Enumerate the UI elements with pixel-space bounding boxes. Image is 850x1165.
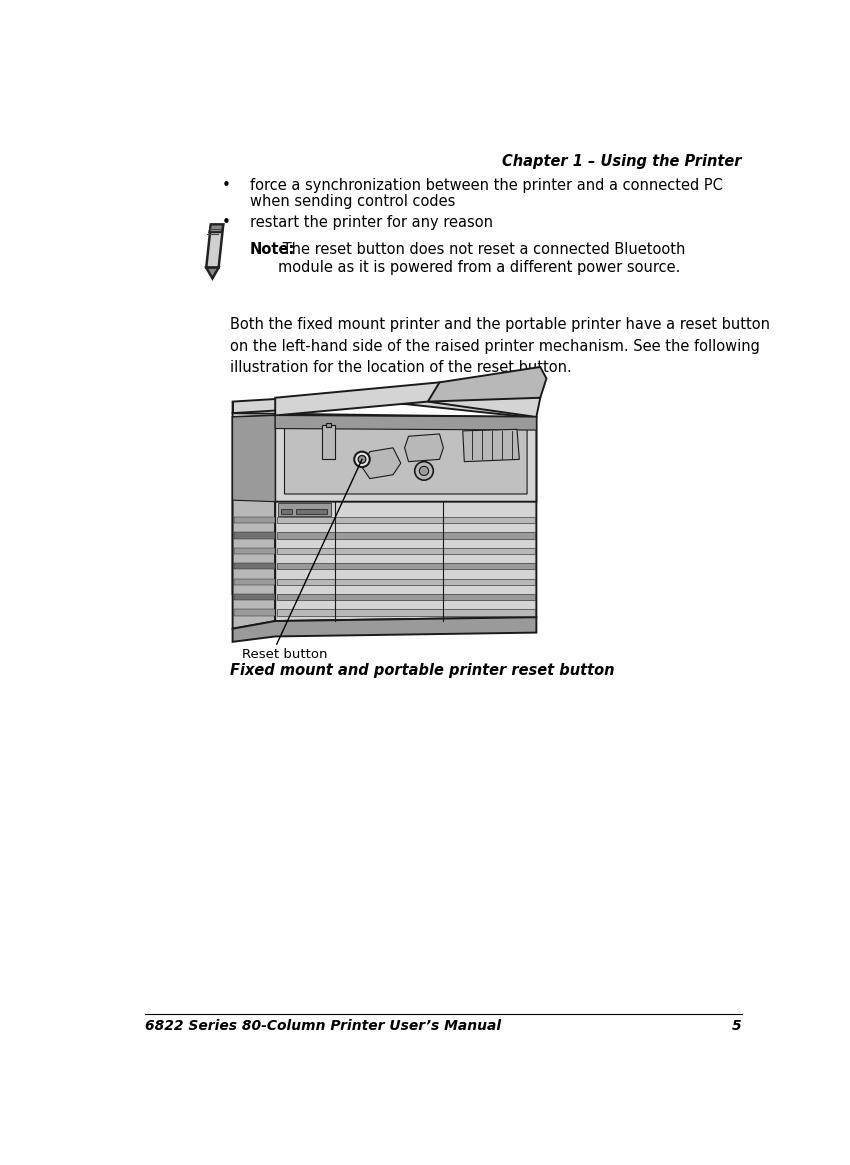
Polygon shape xyxy=(428,367,547,402)
Text: when sending control codes: when sending control codes xyxy=(250,193,455,209)
Text: Both the fixed mount printer and the portable printer have a reset button
on the: Both the fixed mount printer and the por… xyxy=(230,317,770,375)
Polygon shape xyxy=(285,423,527,494)
Circle shape xyxy=(358,456,366,464)
Polygon shape xyxy=(233,617,536,642)
Circle shape xyxy=(354,452,370,467)
Polygon shape xyxy=(234,532,275,538)
Polygon shape xyxy=(233,416,275,629)
Circle shape xyxy=(419,466,428,475)
Text: The reset button does not reset a connected Bluetooth
module as it is powered fr: The reset button does not reset a connec… xyxy=(278,242,686,275)
Polygon shape xyxy=(277,532,535,538)
Polygon shape xyxy=(207,268,218,278)
Text: 5: 5 xyxy=(732,1019,742,1033)
Text: Chapter 1 – Using the Printer: Chapter 1 – Using the Printer xyxy=(502,154,742,169)
Text: •: • xyxy=(222,178,231,193)
Text: 6822 Series 80-Column Printer User’s Manual: 6822 Series 80-Column Printer User’s Man… xyxy=(145,1019,501,1033)
Polygon shape xyxy=(275,416,536,621)
Polygon shape xyxy=(275,416,536,502)
Polygon shape xyxy=(234,579,275,585)
Circle shape xyxy=(415,461,434,480)
Polygon shape xyxy=(233,416,275,502)
Polygon shape xyxy=(234,517,275,523)
Polygon shape xyxy=(296,509,327,514)
Polygon shape xyxy=(277,548,535,555)
Polygon shape xyxy=(277,564,535,570)
Polygon shape xyxy=(234,609,275,615)
Polygon shape xyxy=(234,548,275,555)
Polygon shape xyxy=(405,433,444,461)
Polygon shape xyxy=(280,509,292,514)
Polygon shape xyxy=(277,609,535,615)
Polygon shape xyxy=(275,382,541,417)
Polygon shape xyxy=(278,503,331,516)
Text: Fixed mount and portable printer reset button: Fixed mount and portable printer reset b… xyxy=(230,663,615,678)
Polygon shape xyxy=(462,430,519,461)
Text: Note:: Note: xyxy=(250,242,295,257)
Text: Reset button: Reset button xyxy=(242,648,327,661)
Polygon shape xyxy=(321,425,335,459)
Polygon shape xyxy=(277,579,535,585)
Text: force a synchronization between the printer and a connected PC: force a synchronization between the prin… xyxy=(250,178,722,193)
Polygon shape xyxy=(234,564,275,570)
Polygon shape xyxy=(362,447,400,479)
Polygon shape xyxy=(277,517,535,523)
Polygon shape xyxy=(233,414,527,594)
Polygon shape xyxy=(234,594,275,600)
Polygon shape xyxy=(326,423,331,428)
Text: •: • xyxy=(222,216,231,231)
Polygon shape xyxy=(233,391,527,417)
Polygon shape xyxy=(277,594,535,600)
Polygon shape xyxy=(207,225,224,268)
Polygon shape xyxy=(209,225,224,232)
Text: restart the printer for any reason: restart the printer for any reason xyxy=(250,216,493,231)
Polygon shape xyxy=(275,416,536,430)
